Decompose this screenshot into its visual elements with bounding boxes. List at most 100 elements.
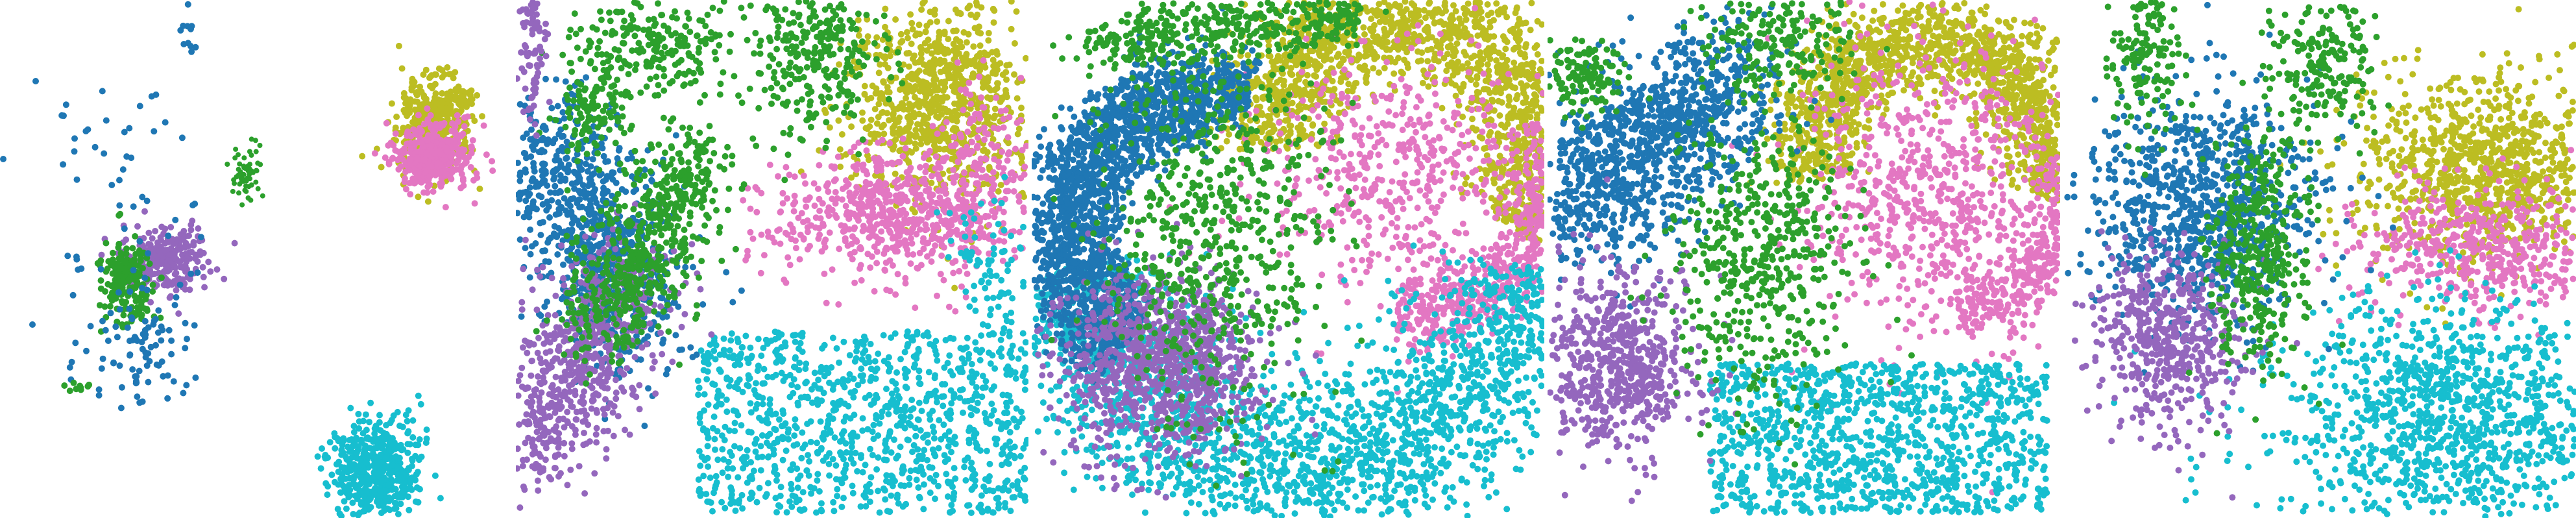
cell-point — [927, 8, 934, 16]
cell-point — [806, 458, 813, 465]
cell-point — [728, 487, 735, 494]
cell-point — [963, 199, 970, 206]
cell-point — [988, 386, 995, 393]
cell-point — [717, 368, 724, 375]
cell-point — [403, 186, 409, 193]
cell-point — [136, 247, 143, 254]
cell-point — [830, 499, 837, 506]
cell-point — [863, 147, 870, 154]
cell-point — [720, 456, 727, 463]
cell-point — [404, 112, 411, 119]
cell-point — [1001, 227, 1008, 234]
cell-point — [901, 238, 908, 245]
cell-point — [984, 51, 991, 58]
cell-point — [175, 310, 182, 317]
cell-point — [568, 220, 576, 227]
cell-point — [709, 425, 716, 432]
cell-point — [1001, 173, 1008, 180]
cell-point — [986, 420, 993, 427]
cell-point — [324, 491, 331, 499]
cell-point — [417, 486, 423, 493]
cell-point — [882, 23, 888, 31]
cell-point — [489, 158, 496, 165]
cell-point — [997, 291, 1004, 298]
cell-point — [255, 186, 261, 191]
cell-point — [753, 380, 759, 387]
cell-point — [932, 452, 939, 460]
cell-point — [158, 274, 165, 281]
cell-point — [940, 277, 947, 284]
cell-point — [192, 43, 199, 51]
cell-point — [911, 209, 918, 216]
cell-point — [940, 244, 947, 251]
cell-point — [103, 117, 110, 124]
cell-point — [949, 508, 956, 515]
cell-point — [875, 351, 882, 357]
cell-point — [892, 248, 899, 255]
cell-point — [973, 63, 980, 69]
cell-point — [60, 161, 67, 168]
cell-point — [892, 291, 899, 298]
cell-point — [818, 506, 825, 513]
cell-point — [782, 229, 789, 236]
cell-point — [977, 67, 984, 74]
cell-point — [864, 125, 871, 132]
cell-point — [826, 229, 833, 236]
cell-point — [997, 182, 1004, 188]
cell-point — [859, 415, 866, 422]
cell-point — [988, 306, 995, 313]
cell-point — [807, 418, 814, 425]
cell-point — [864, 484, 870, 491]
cell-point — [374, 436, 382, 443]
cell-point — [878, 413, 885, 421]
cell-point — [463, 99, 470, 106]
cell-point — [798, 454, 805, 462]
cell-point — [142, 354, 149, 361]
cell-point — [123, 268, 130, 275]
cell-point — [857, 454, 864, 462]
cell-point — [444, 64, 451, 71]
cell-point — [758, 231, 765, 238]
cell-point — [855, 32, 862, 39]
cell-point — [455, 118, 462, 125]
cell-point — [728, 330, 735, 337]
cell-point — [151, 253, 158, 259]
cell-point — [243, 183, 249, 189]
cell-point — [745, 382, 752, 389]
cell-point — [889, 235, 896, 242]
cell-point — [879, 136, 886, 143]
cell-point — [985, 30, 992, 36]
cell-point — [763, 491, 770, 498]
cell-point — [906, 413, 914, 421]
cell-point — [975, 256, 981, 264]
cell-point — [986, 473, 993, 480]
cell-point — [71, 135, 78, 142]
cell-point — [925, 36, 932, 43]
cell-point — [988, 401, 995, 408]
cell-point — [713, 479, 720, 486]
cell-point — [993, 441, 1000, 448]
cell-point — [180, 228, 188, 234]
cell-point — [933, 113, 940, 120]
cell-point — [78, 265, 85, 272]
cell-point — [97, 285, 104, 292]
cell-point — [966, 303, 973, 310]
cell-point — [1008, 232, 1014, 240]
cell-point — [935, 160, 942, 167]
cell-point — [64, 253, 71, 260]
cell-point — [942, 381, 949, 388]
cell-point — [947, 387, 954, 394]
cell-point — [417, 401, 424, 408]
cell-point — [120, 312, 127, 319]
cell-point — [707, 341, 714, 348]
cell-point — [417, 148, 424, 155]
cell-point — [879, 408, 886, 415]
cell-point — [164, 395, 171, 402]
cell-point — [897, 31, 905, 38]
cell-point — [886, 508, 893, 515]
cell-point — [962, 288, 969, 295]
cell-point — [888, 198, 895, 205]
cell-point — [892, 330, 899, 337]
cell-point — [928, 211, 935, 218]
cell-point — [86, 381, 93, 388]
